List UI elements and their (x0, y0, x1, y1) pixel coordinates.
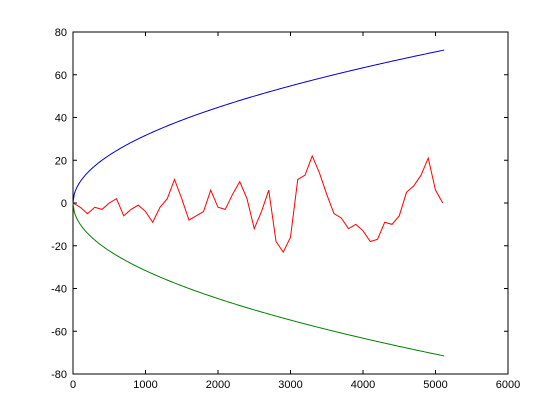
x-tick-label: 2000 (206, 379, 230, 391)
x-tick-label: 0 (70, 379, 76, 391)
x-axis-ticks: 0 1000 2000 3000 4000 5000 6000 (70, 32, 520, 391)
series-layer (72, 49, 445, 357)
y-tick-label: 0 (61, 198, 67, 210)
y-tick-label: -80 (51, 369, 67, 381)
series-line-1 (72, 202, 445, 357)
x-tick-label: 1000 (133, 379, 157, 391)
x-tick-label: 5000 (423, 379, 447, 391)
y-tick-label: 80 (55, 27, 67, 39)
series-line-2 (72, 154, 444, 254)
y-tick-label: -40 (51, 284, 67, 296)
y-axis-ticks: -80 -60 -40 -20 0 20 40 60 80 (51, 27, 508, 381)
series-line-0 (72, 49, 445, 204)
x-tick-label: 6000 (496, 379, 520, 391)
y-tick-label: 20 (55, 155, 67, 167)
y-tick-label: -20 (51, 241, 67, 253)
x-tick-label: 3000 (278, 379, 302, 391)
y-tick-label: -60 (51, 326, 67, 338)
y-tick-label: 60 (55, 70, 67, 82)
x-tick-label: 4000 (351, 379, 375, 391)
y-tick-label: 40 (55, 113, 67, 125)
plot-area (72, 31, 509, 375)
